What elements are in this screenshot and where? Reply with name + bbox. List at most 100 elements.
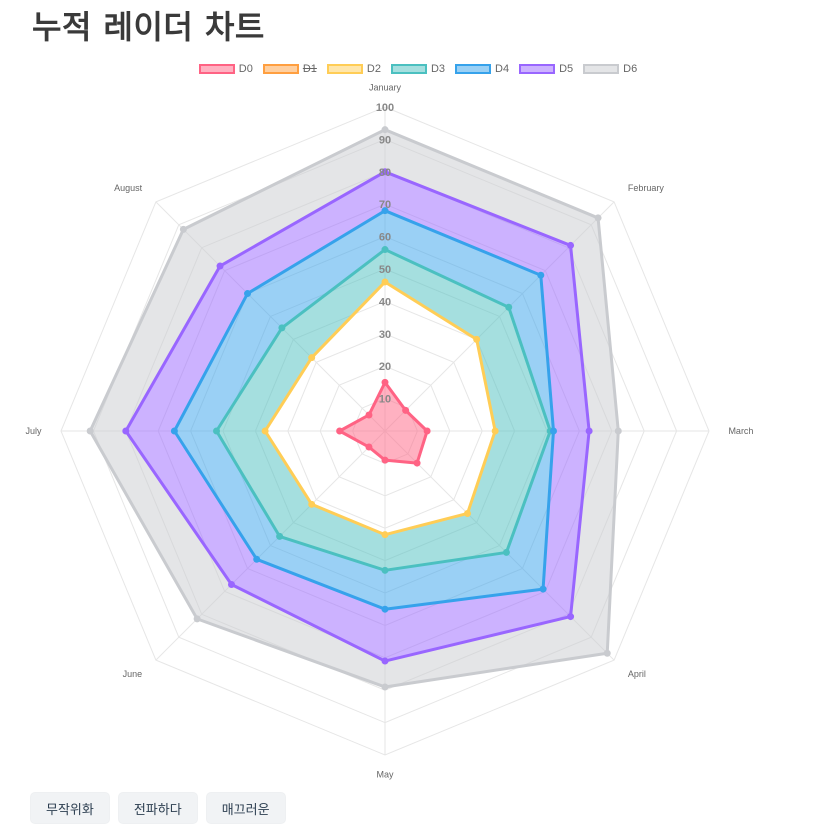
- axis-label-february: February: [628, 183, 665, 193]
- data-point-d5[interactable]: [567, 241, 575, 249]
- legend-swatch: [390, 64, 427, 74]
- data-point-d0[interactable]: [402, 406, 410, 414]
- axis-label-january: January: [369, 83, 402, 93]
- data-point-d4[interactable]: [244, 290, 252, 298]
- legend-label: D6: [623, 63, 638, 75]
- legend-label: D3: [430, 63, 446, 75]
- data-point-d5[interactable]: [585, 427, 593, 435]
- legend-item-d1[interactable]: D1: [262, 63, 317, 75]
- data-point-d2[interactable]: [463, 509, 471, 517]
- data-point-d6[interactable]: [614, 427, 622, 435]
- data-point-d0[interactable]: [365, 411, 373, 419]
- tick-label: 90: [379, 134, 391, 146]
- legend-item-d6[interactable]: D6: [583, 63, 637, 75]
- data-point-d5[interactable]: [216, 262, 224, 270]
- tick-label: 30: [379, 329, 391, 341]
- data-point-d0[interactable]: [365, 443, 373, 451]
- data-point-d0[interactable]: [413, 459, 421, 467]
- data-point-d6[interactable]: [603, 649, 611, 657]
- data-point-d4[interactable]: [170, 427, 178, 435]
- radar-points: [86, 126, 622, 691]
- data-point-d0[interactable]: [381, 456, 389, 464]
- legend-label: D2: [366, 63, 381, 75]
- tick-label: 40: [379, 296, 391, 308]
- radar-series: [88, 128, 620, 689]
- tick-label: 100: [376, 102, 394, 114]
- data-point-d2[interactable]: [261, 427, 269, 435]
- legend-item-d3[interactable]: D3: [390, 63, 446, 75]
- tick-label: 60: [379, 232, 391, 244]
- tick-label: 50: [379, 264, 391, 276]
- data-point-d3[interactable]: [381, 566, 389, 574]
- legend-item-d2[interactable]: D2: [326, 63, 381, 75]
- data-point-d3[interactable]: [381, 246, 389, 254]
- legend-item-d4[interactable]: D4: [455, 63, 509, 75]
- legend-swatch: [198, 64, 235, 74]
- data-point-d4[interactable]: [537, 271, 545, 279]
- data-point-d4[interactable]: [253, 555, 261, 563]
- axis-label-april: April: [628, 669, 646, 679]
- legend-label: D0: [238, 63, 253, 75]
- legend-label: D4: [495, 63, 510, 75]
- data-point-d3[interactable]: [502, 548, 510, 556]
- data-point-d4[interactable]: [381, 605, 389, 613]
- randomize-button[interactable]: 무작위화: [30, 792, 110, 824]
- legend-swatch: [583, 64, 620, 74]
- smooth-button[interactable]: 매끄러운: [205, 792, 286, 824]
- data-point-d6[interactable]: [193, 615, 201, 623]
- axis-label-may: May: [376, 769, 394, 779]
- legend-swatch: [262, 64, 299, 74]
- data-point-d3[interactable]: [276, 532, 284, 540]
- axis-label-july: July: [26, 426, 43, 436]
- data-point-d4[interactable]: [381, 207, 389, 215]
- data-point-d2[interactable]: [491, 427, 499, 435]
- legend-swatch: [455, 64, 492, 74]
- tick-label: 20: [379, 361, 391, 373]
- data-point-d2[interactable]: [381, 531, 389, 539]
- legend-item-d0[interactable]: D0: [198, 63, 253, 75]
- data-point-d2[interactable]: [308, 500, 316, 508]
- data-point-d2[interactable]: [381, 278, 389, 286]
- legend-swatch: [519, 64, 556, 74]
- button-bar: 무작위화 전파하다 매끄러운: [30, 792, 286, 824]
- axis-label-march: March: [728, 426, 753, 436]
- data-point-d5[interactable]: [567, 613, 575, 621]
- axis-label-june: June: [123, 669, 143, 679]
- data-point-d6[interactable]: [594, 214, 602, 222]
- radar-tick-labels: 10 20 30 40 50 60 70 80 90 100: [376, 102, 394, 406]
- legend-item-d5[interactable]: D5: [519, 63, 573, 75]
- legend-label: D5: [559, 63, 574, 75]
- data-point-d4[interactable]: [539, 585, 547, 593]
- tick-label: 10: [379, 394, 391, 406]
- series-fill-d4: [174, 210, 554, 610]
- data-point-d0[interactable]: [423, 427, 431, 435]
- data-point-d3[interactable]: [505, 303, 513, 311]
- data-point-d2[interactable]: [473, 335, 481, 343]
- propagate-button[interactable]: 전파하다: [117, 792, 198, 824]
- data-point-d6[interactable]: [179, 225, 187, 233]
- data-point-d6[interactable]: [381, 683, 389, 691]
- chart-legend: D0 D1 D2 D3 D4 D5 D6: [0, 63, 836, 75]
- data-point-d5[interactable]: [381, 168, 389, 176]
- series-fill-d6: [90, 129, 619, 687]
- data-point-d4[interactable]: [549, 427, 557, 435]
- series-fill-d5: [125, 171, 590, 662]
- data-point-d3[interactable]: [278, 324, 286, 332]
- data-point-d6[interactable]: [381, 126, 389, 134]
- data-point-d3[interactable]: [213, 427, 221, 435]
- legend-swatch: [326, 64, 363, 74]
- series-fill-d3: [216, 249, 551, 571]
- tick-label: 70: [379, 199, 391, 211]
- legend-label: D1: [302, 63, 317, 75]
- data-point-d0[interactable]: [336, 427, 344, 435]
- data-point-d5[interactable]: [122, 427, 130, 435]
- axis-label-august: August: [114, 183, 143, 193]
- data-point-d0[interactable]: [381, 378, 389, 386]
- data-point-d2[interactable]: [308, 354, 316, 362]
- data-point-d5[interactable]: [381, 657, 389, 665]
- data-point-d5[interactable]: [228, 580, 236, 588]
- data-point-d6[interactable]: [86, 427, 94, 435]
- page-title: 누적 레이더 차트: [32, 8, 265, 46]
- tick-label: 80: [379, 167, 391, 179]
- radar-chart: 10 20 30 40 50 60 70 80 90 100 January February Mar…: [26, 83, 754, 780]
